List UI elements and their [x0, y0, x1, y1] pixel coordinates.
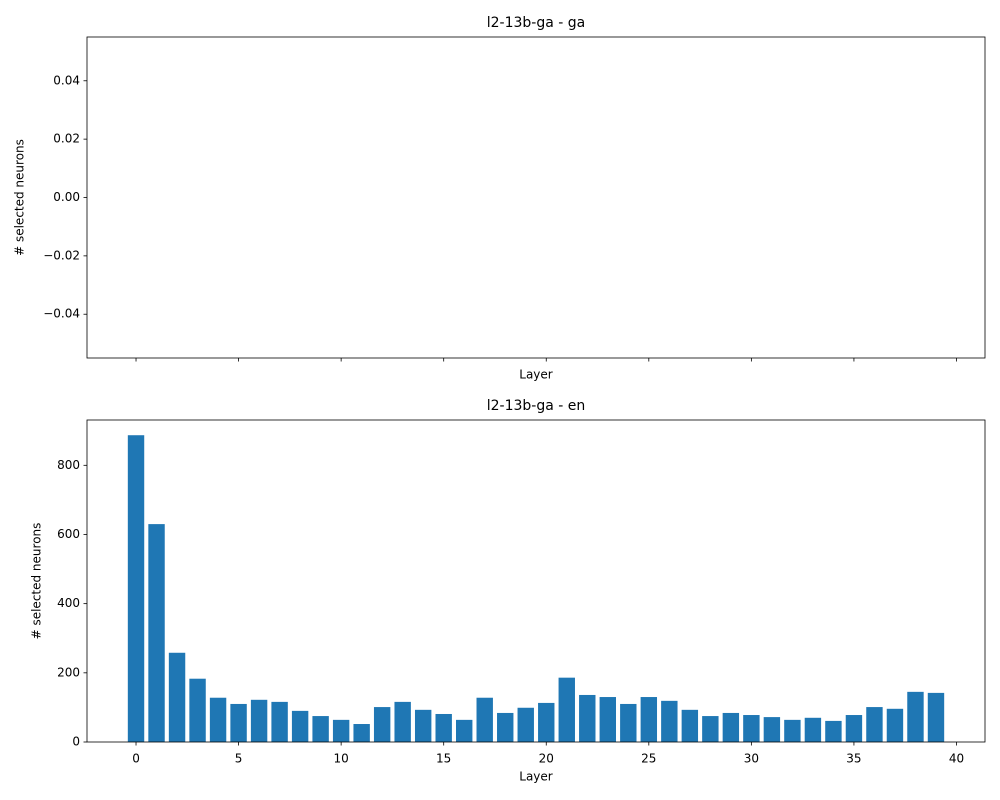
bar — [394, 701, 411, 742]
bar — [332, 719, 350, 742]
y-axis-label: # selected neurons — [30, 523, 44, 640]
bar — [271, 701, 288, 742]
bar — [681, 709, 699, 742]
y-tick-label: 0.00 — [53, 190, 80, 204]
x-tick-label: 10 — [333, 752, 348, 766]
y-tick-label: −0.02 — [43, 248, 80, 262]
bar — [312, 716, 329, 742]
bar — [907, 691, 924, 742]
x-tick-label: 5 — [235, 752, 243, 766]
y-tick-label: 200 — [57, 665, 80, 679]
bar — [353, 724, 370, 742]
y-tick-label: 0.02 — [53, 132, 80, 146]
bar — [538, 702, 555, 742]
bar — [291, 710, 309, 742]
bar — [558, 677, 575, 742]
bar — [209, 697, 227, 742]
bar — [414, 709, 432, 742]
axes-frame — [86, 419, 986, 743]
chart-title: l2-13b-ga - en — [487, 398, 586, 414]
bar — [476, 697, 493, 742]
bar — [250, 699, 268, 742]
bar — [661, 700, 678, 742]
bar — [640, 697, 658, 742]
bar — [886, 708, 904, 742]
bar — [722, 712, 740, 742]
bar — [579, 694, 596, 742]
bar — [743, 715, 760, 742]
bar — [456, 719, 473, 742]
bar — [435, 713, 452, 742]
y-tick-label: 600 — [57, 527, 80, 541]
bar — [927, 692, 945, 742]
y-tick-label: 800 — [57, 458, 80, 472]
x-tick-label: 30 — [744, 752, 759, 766]
bar — [702, 716, 719, 742]
y-axis-label: # selected neurons — [13, 139, 27, 256]
axes-frame — [86, 36, 986, 359]
bar — [599, 697, 616, 742]
x-tick-label: 20 — [539, 752, 554, 766]
bar — [168, 652, 186, 742]
bar — [845, 715, 863, 742]
y-tick-label: 0.04 — [53, 73, 80, 87]
bar — [189, 678, 206, 742]
bar — [763, 717, 781, 742]
bar — [517, 707, 534, 742]
bar — [373, 707, 391, 742]
x-axis-label: Layer — [519, 770, 553, 784]
x-tick-label: 35 — [846, 752, 861, 766]
x-axis-label: Layer — [519, 368, 553, 382]
x-tick-label: 0 — [132, 752, 140, 766]
y-tick-label: 400 — [57, 596, 80, 610]
x-tick-label: 40 — [949, 752, 964, 766]
bar — [497, 712, 514, 742]
x-tick-label: 15 — [436, 752, 451, 766]
bar — [230, 703, 247, 742]
bar — [804, 717, 822, 742]
bar — [620, 703, 637, 742]
bar — [866, 707, 883, 742]
bar — [784, 719, 801, 742]
y-tick-label: 0 — [72, 735, 80, 749]
bar — [148, 524, 165, 742]
y-tick-label: −0.04 — [43, 307, 80, 321]
chart-title: l2-13b-ga - ga — [487, 15, 586, 31]
x-tick-label: 25 — [641, 752, 656, 766]
bar — [825, 720, 842, 742]
bar — [127, 435, 145, 742]
